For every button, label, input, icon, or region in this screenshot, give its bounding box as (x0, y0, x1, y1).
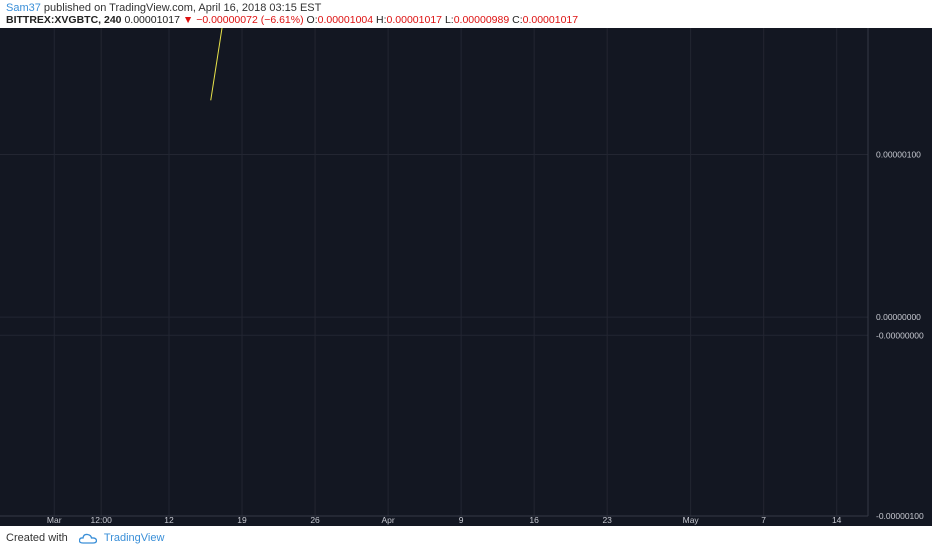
author-link[interactable]: Sam37 (6, 2, 41, 14)
y-tick-label: -0.00000000 (876, 330, 924, 340)
close-label: C: (512, 14, 523, 26)
x-tick-label: 19 (237, 515, 247, 525)
tradingview-cloud-icon (78, 533, 97, 544)
high-label: H: (376, 14, 387, 26)
x-tick-label: 26 (310, 515, 320, 525)
down-arrow-icon: ▼ (182, 14, 194, 26)
publish-text: published on TradingView.com, April 16, … (43, 2, 322, 14)
axes: 0.000016000.000015000.000014000.00001300… (0, 28, 924, 525)
x-tick-label: 12 (164, 515, 174, 525)
price-chart[interactable]: 0.000016000.000015000.000014000.00001300… (0, 28, 932, 526)
open-label: O: (306, 14, 318, 26)
x-tick-label: 9 (459, 515, 464, 525)
x-tick-label: Apr (381, 515, 394, 525)
x-tick-label: 14 (832, 515, 842, 525)
chart-grid (0, 28, 868, 517)
last-price: 0.00001017 (124, 14, 180, 26)
low-value: 0.00000989 (453, 14, 510, 26)
y-tick-label: -0.00000100 (876, 511, 924, 521)
symbol-info: BITTREX:XVGBTC, 240 0.00001017 ▼ −0.0000… (6, 14, 578, 26)
x-tick-label: Mar (47, 515, 62, 525)
publish-info: Sam37 published on TradingView.com, Apri… (6, 2, 321, 14)
x-tick-label: May (683, 515, 700, 525)
close-value: 0.00001017 (522, 14, 579, 26)
created-with-text: Created with (6, 532, 68, 544)
high-value: 0.00001017 (386, 14, 443, 26)
symbol-name[interactable]: BITTREX:XVGBTC, 240 (6, 14, 122, 26)
x-tick-label: 23 (602, 515, 612, 525)
x-tick-label: 16 (529, 515, 539, 525)
y-tick-label: 0.00000100 (876, 150, 921, 160)
footer: Created with TradingView (6, 532, 164, 544)
x-tick-label: 7 (761, 515, 766, 525)
y-tick-label: 0.00000000 (876, 312, 921, 322)
brand-link[interactable]: TradingView (103, 532, 165, 544)
x-tick-label: 12:00 (91, 515, 113, 525)
open-value: 0.00001004 (317, 14, 374, 26)
price-change: −0.00000072 (−6.61%) (196, 14, 304, 26)
low-label: L: (444, 14, 454, 26)
chart-background (0, 28, 932, 526)
